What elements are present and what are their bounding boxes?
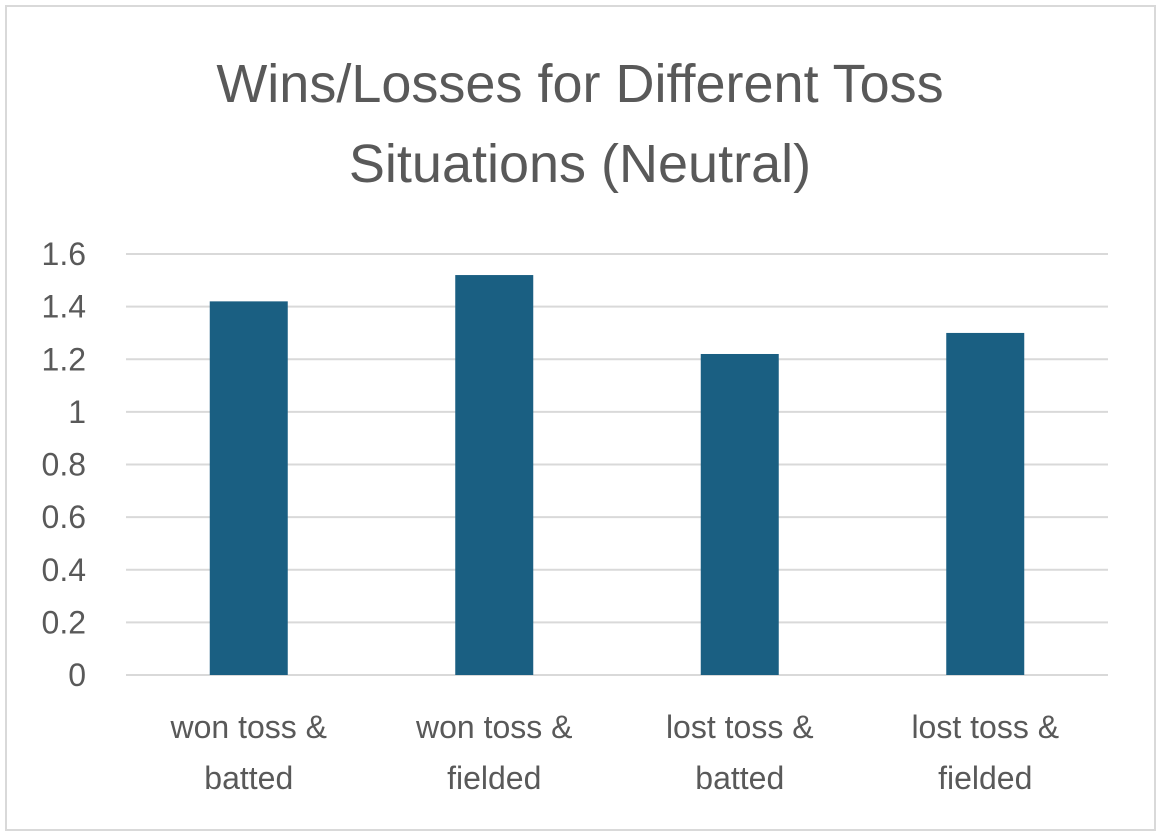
bar bbox=[455, 275, 534, 675]
chart-title-line-2: Situations (Neutral) bbox=[348, 134, 812, 194]
x-category-label: batted bbox=[695, 760, 784, 796]
y-tick-label: 0.6 bbox=[42, 499, 86, 535]
x-category-label: lost toss & bbox=[666, 709, 814, 745]
y-tick-label: 0 bbox=[68, 657, 86, 693]
x-category-label: fielded bbox=[447, 760, 541, 796]
bars bbox=[209, 275, 1025, 675]
gridlines bbox=[126, 253, 1108, 676]
x-category-label: lost toss & bbox=[911, 709, 1059, 745]
x-category-label: fielded bbox=[938, 760, 1032, 796]
x-category-label: batted bbox=[204, 760, 293, 796]
bar bbox=[700, 353, 779, 675]
y-tick-label: 1.4 bbox=[42, 289, 86, 325]
y-tick-label: 1 bbox=[68, 394, 86, 430]
bar bbox=[209, 301, 288, 675]
bar bbox=[946, 332, 1025, 675]
y-axis-ticks: 0 0.2 0.4 0.6 0.8 1 1.2 1.4 1.6 bbox=[42, 236, 86, 693]
y-tick-label: 1.2 bbox=[42, 341, 86, 377]
chart-title-line-1: Wins/Losses for Different Toss bbox=[216, 54, 944, 114]
y-tick-label: 0.4 bbox=[42, 552, 86, 588]
y-tick-label: 0.8 bbox=[42, 447, 86, 483]
x-axis-categories: won toss & batted won toss & fielded lost to… bbox=[169, 709, 1059, 796]
x-category-label: won toss & bbox=[415, 709, 573, 745]
chart-title: Wins/Losses for Different Toss Situation… bbox=[0, 44, 1160, 204]
y-tick-label: 1.6 bbox=[42, 236, 86, 272]
y-tick-label: 0.2 bbox=[42, 604, 86, 640]
x-category-label: won toss & bbox=[169, 709, 327, 745]
